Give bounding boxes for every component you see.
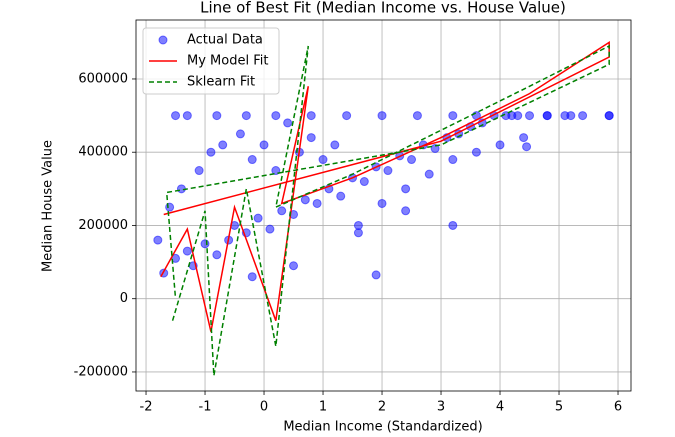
data-point — [412, 111, 422, 121]
y-tick-label: 600000 — [78, 71, 128, 86]
data-point — [153, 235, 163, 245]
data-point — [259, 140, 269, 150]
data-point — [371, 270, 381, 280]
data-point — [448, 155, 458, 165]
data-point — [448, 111, 458, 121]
data-point — [171, 111, 181, 121]
axes-frame — [135, 19, 632, 392]
data-point — [318, 155, 328, 165]
data-point — [578, 111, 588, 121]
legend-box — [142, 27, 280, 95]
data-point — [401, 206, 411, 216]
legend-marker — [158, 35, 168, 45]
data-point — [247, 155, 257, 165]
data-point — [253, 213, 263, 223]
fit-line — [165, 44, 610, 376]
data-point — [448, 220, 458, 230]
data-point — [330, 140, 340, 150]
plot-area — [153, 40, 614, 376]
data-point — [566, 111, 576, 121]
data-point — [165, 202, 175, 212]
data-point — [353, 228, 363, 238]
data-point — [542, 111, 552, 121]
data-point — [519, 133, 529, 143]
data-point — [525, 111, 535, 121]
data-point — [218, 140, 228, 150]
data-point — [306, 133, 316, 143]
data-point — [471, 147, 481, 157]
data-point — [247, 272, 257, 282]
data-point — [277, 206, 287, 216]
chart-title: Line of Best Fit (Median Income vs. Hous… — [200, 0, 566, 17]
y-tick-label: 200000 — [78, 218, 128, 233]
data-point — [182, 246, 192, 256]
x-tick-label: 5 — [555, 400, 563, 415]
legend: Actual Data My Model Fit Sklearn Fit — [142, 27, 280, 95]
data-point — [342, 111, 352, 121]
data-point — [306, 111, 316, 121]
data-point — [401, 184, 411, 194]
data-point — [359, 177, 369, 187]
data-point — [383, 166, 393, 176]
data-point — [194, 166, 204, 176]
y-tick-label: 0 — [120, 291, 128, 306]
data-point — [424, 169, 434, 179]
data-point — [353, 220, 363, 230]
y-axis-label: Median House Value — [41, 140, 56, 272]
x-tick-label: 3 — [437, 400, 445, 415]
data-point — [212, 250, 222, 260]
data-point — [377, 111, 387, 121]
data-point — [271, 111, 281, 121]
data-point — [336, 191, 346, 201]
data-point — [241, 111, 251, 121]
data-point — [407, 155, 417, 165]
data-point — [377, 198, 387, 208]
data-point — [604, 111, 614, 121]
x-tick-label: 1 — [319, 400, 327, 415]
data-point — [235, 129, 245, 139]
data-point — [212, 111, 222, 121]
data-point — [289, 261, 299, 271]
data-point — [430, 144, 440, 154]
legend-label: Sklearn Fit — [187, 75, 255, 90]
data-point — [206, 147, 216, 157]
data-point — [312, 198, 322, 208]
data-point — [300, 195, 310, 205]
data-point — [182, 111, 192, 121]
y-tick-label: 400000 — [78, 145, 128, 160]
x-tick-label: 0 — [260, 400, 268, 415]
x-tick-label: -2 — [140, 400, 153, 415]
x-axis-label: Median Income (Standardized) — [283, 420, 482, 435]
x-tick-label: 4 — [496, 400, 504, 415]
x-tick-label: 6 — [614, 400, 622, 415]
data-point — [200, 239, 210, 249]
legend-label: My Model Fit — [187, 54, 268, 69]
data-point — [283, 118, 293, 128]
data-point — [495, 140, 505, 150]
y-tick-label: -200000 — [74, 364, 128, 379]
x-tick-label: -1 — [199, 400, 212, 415]
legend-label: Actual Data — [187, 33, 263, 48]
data-point — [265, 224, 275, 234]
x-tick-label: 2 — [378, 400, 386, 415]
data-point — [522, 142, 532, 152]
